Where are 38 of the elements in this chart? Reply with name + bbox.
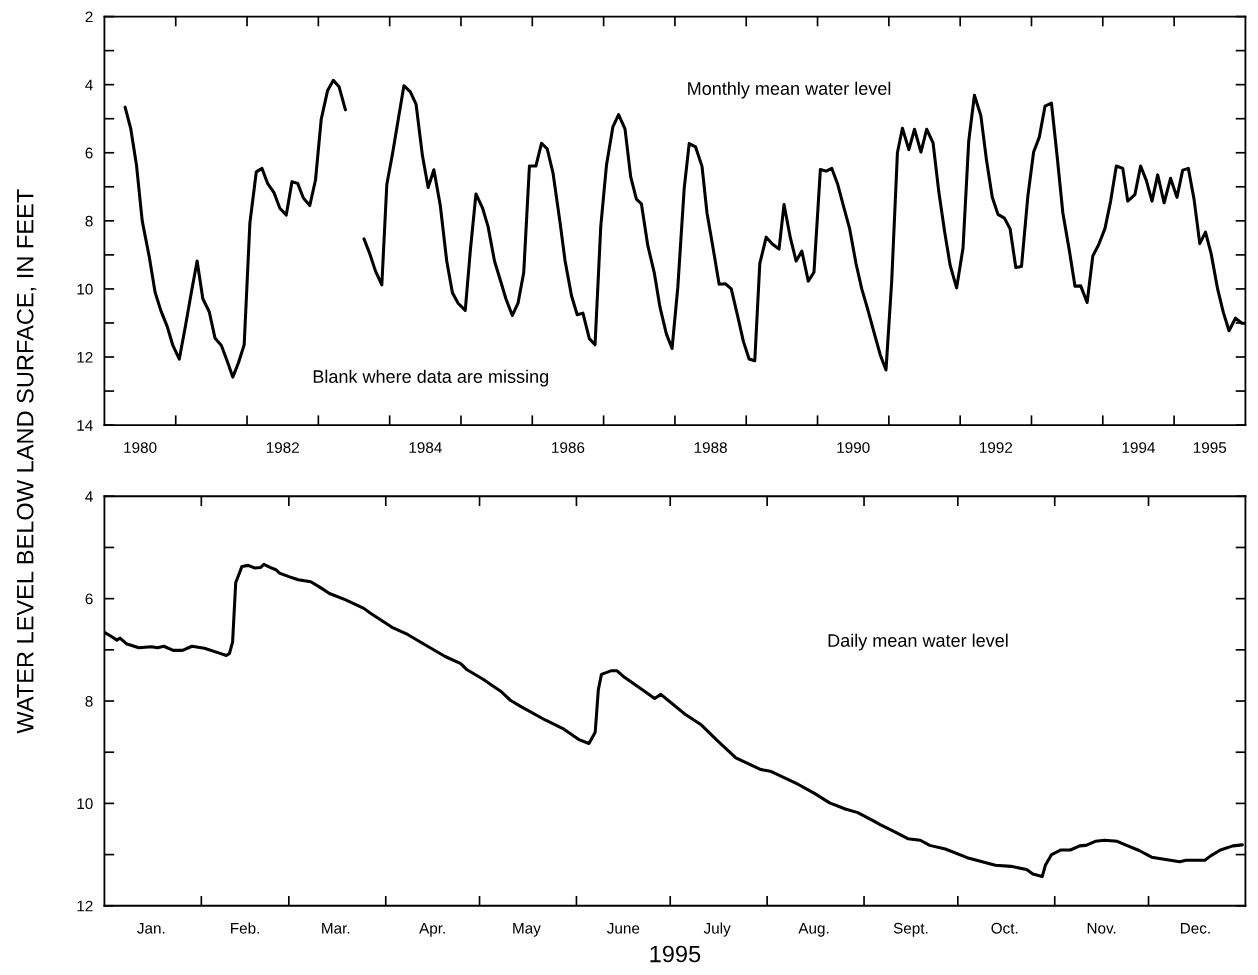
y-tick-label: 8 [85,215,93,227]
x-tick-label: 1988 [694,442,727,453]
y-tick-label: 8 [85,695,93,707]
x-tick-label: 1982 [266,442,299,453]
y-tick-label: 4 [85,79,93,91]
y-tick-label: 12 [77,351,93,363]
y-tick-label: 10 [77,283,93,295]
annotation: Blank where data are missing [313,369,549,387]
x-tick-label: Dec. [1180,923,1210,934]
y-tick-label: 12 [77,900,93,912]
x-tick-label: 1994 [1122,442,1155,453]
x-tick-label: Jan. [137,923,165,934]
x-tick-label: Sept. [893,922,928,937]
y-tick-label: 2 [85,11,93,23]
x-tick-label: Oct. [991,922,1018,934]
x-tick-label: 1984 [409,442,442,453]
x-tick-label: 1990 [837,442,870,453]
x-tick-label: July [703,922,731,937]
y-axis-title: WATER LEVEL BELOW LAND SURFACE, IN FEET [16,189,37,734]
x-tick-label: Aug. [798,923,829,937]
y-tick-label: 10 [77,798,93,810]
x-axis-title: 1995 [650,945,701,963]
y-tick-label: 6 [85,593,93,605]
x-tick-label: Apr. [419,923,445,937]
x-tick-label: 1986 [552,442,585,453]
x-tick-label: Mar. [322,923,350,934]
x-tick-label: June [607,923,640,934]
annotation: Monthly mean water level [688,81,891,99]
y-tick-label: 4 [85,491,93,502]
annotation: Daily mean water level [828,633,1008,651]
x-tick-label: Nov. [1087,923,1116,934]
y-tick-label: 6 [85,147,93,159]
x-tick-label: 1995 [1193,442,1227,453]
x-tick-label: 1992 [980,442,1013,453]
x-tick-label: 1980 [124,442,157,453]
x-tick-label: Feb. [231,922,259,934]
x-tick-label: May [513,923,541,937]
y-tick-label: 14 [77,420,93,431]
